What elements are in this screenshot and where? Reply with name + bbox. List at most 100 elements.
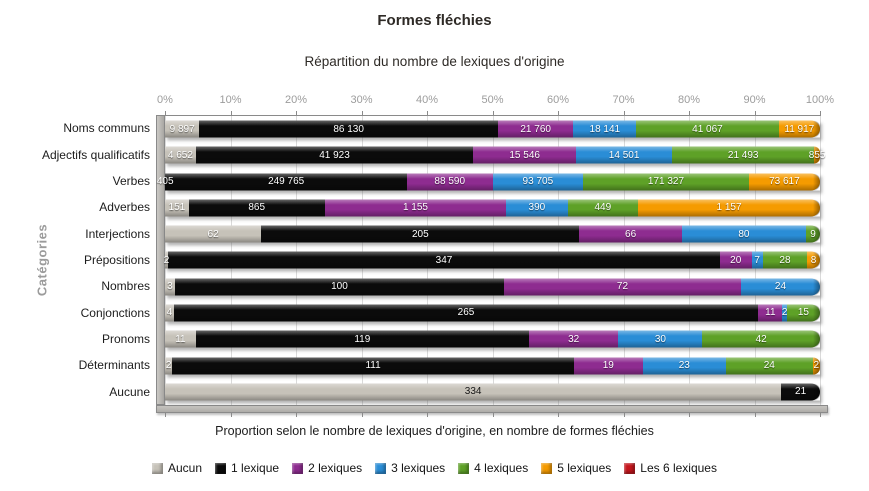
legend-label: Aucun — [168, 461, 203, 475]
bar-segment-3-lexiques: 390 — [506, 199, 568, 217]
axis-tick — [623, 413, 625, 417]
chart-caption: Proportion selon le nombre de lexiques d… — [215, 424, 654, 438]
bar-segment-4-lexiques: 28 — [762, 251, 808, 269]
segment-value-label: 28 — [779, 254, 791, 266]
segment-value-label: 41 067 — [692, 123, 723, 135]
legend-item: 5 lexiques — [541, 461, 611, 475]
bar-segment-2-lexiques: 19 — [573, 357, 643, 375]
segment-value-label: 14 501 — [608, 149, 640, 161]
axis-tick — [754, 413, 756, 417]
category-label: Aucune — [109, 384, 150, 399]
bar-row: 4 265 11 2 15 — [165, 300, 821, 326]
x-tick-label: 70% — [612, 94, 635, 106]
segment-value-label: 11 — [765, 307, 776, 319]
bar-segment-aucun: 334 — [165, 383, 782, 401]
bar-segment-4-lexiques: 41 067 — [636, 120, 779, 138]
category-label: Verbes — [112, 173, 150, 188]
segment-value-label: 2 — [163, 254, 170, 266]
axis-tick — [361, 111, 363, 116]
category-label: Interjections — [85, 226, 150, 241]
bar-segment-4-lexiques: 24 — [725, 357, 813, 375]
legend-swatch-icon — [292, 462, 304, 474]
bar-segment-3-lexiques: 80 — [681, 225, 806, 243]
stacked-bar: 9 897 86 130 21 760 18 141 41 067 11 917 — [165, 120, 821, 138]
legend-label: 2 lexiques — [308, 461, 363, 475]
legend-item: 4 lexiques — [458, 461, 528, 475]
category-label: Pronoms — [101, 332, 150, 347]
bar-segment-2-lexiques: 1 155 — [324, 199, 507, 217]
bar-segment-aucun: 11 — [165, 330, 196, 348]
bar-segment-1-lexique: 205 — [261, 225, 580, 243]
category-label: Noms communs — [63, 121, 150, 136]
axis-tick — [820, 111, 821, 116]
bar-segment-2-lexiques: 21 760 — [497, 120, 574, 138]
segment-value-label: 21 760 — [520, 123, 551, 135]
bar-segment-aucun: 9 897 — [165, 120, 200, 138]
axis-tick — [427, 111, 428, 116]
legend-item: 2 lexiques — [292, 461, 362, 475]
bar-segment-1-lexique: 41 923 — [195, 146, 474, 164]
x-tick-label: 20% — [284, 94, 308, 106]
bar-segment-1-lexique: 21 — [781, 383, 820, 401]
bar-segment-2-lexiques: 20 — [719, 251, 752, 269]
x-tick-label: 40% — [415, 94, 439, 106]
stacked-bar: 2 111 19 23 24 2 — [165, 357, 821, 375]
bar-row: 405 249 765 88 590 93 705 171 327 73 617 — [157, 169, 821, 195]
legend: Aucun 1 lexique 2 lexiques 3 lexiques 4 lexi… — [0, 461, 869, 475]
category-label: Déterminants — [78, 358, 150, 373]
segment-value-label: 15 546 — [509, 149, 540, 161]
segment-value-label: 21 493 — [727, 149, 759, 161]
segment-value-label: 93 705 — [522, 176, 554, 188]
axis-tick — [296, 111, 297, 116]
bar-segment-3-lexiques: 93 705 — [492, 173, 584, 191]
segment-value-label: 41 923 — [319, 149, 350, 161]
stacked-bar: 405 249 765 88 590 93 705 171 327 73 617 — [157, 173, 821, 191]
segment-value-label: 171 327 — [647, 176, 685, 188]
x-tick-label: 100% — [805, 94, 835, 106]
bar-segment-4-lexiques: 21 493 — [672, 146, 815, 164]
segment-value-label: 265 — [457, 307, 475, 319]
bar-segment-5-lexiques: 73 617 — [748, 173, 821, 191]
segment-value-label: 1 155 — [402, 202, 428, 214]
segment-value-label: 4 — [166, 307, 173, 319]
legend-swatch-icon — [541, 462, 553, 474]
axis-tick — [754, 111, 756, 116]
bar-segment-4-lexiques: 449 — [567, 199, 639, 217]
segment-value-label: 80 — [738, 228, 750, 240]
bar-segment-1-lexique: 347 — [168, 251, 720, 269]
legend-item: Les 6 lexiques — [624, 461, 717, 475]
segment-value-label: 3 — [167, 281, 173, 293]
bar-segment-2-lexiques: 15 546 — [473, 146, 577, 164]
bar-segment-aucun: 3 — [165, 278, 175, 296]
x-tick-label: 10% — [219, 94, 242, 106]
x-axis-tick-labels: 0% 10% 20% 30% 40% 50% 60% 70% 80% 90% 100% — [157, 94, 834, 108]
segment-value-label: 2 — [813, 360, 820, 372]
bar-segment-4-lexiques: 42 — [702, 330, 820, 348]
axis-tick — [558, 111, 559, 116]
axis-tick — [165, 413, 166, 417]
category-label: Nombres — [101, 279, 150, 294]
gridline — [820, 116, 821, 405]
segment-value-label: 62 — [207, 228, 219, 240]
bar-segment-2-lexiques: 88 590 — [406, 173, 493, 191]
segment-value-label: 21 — [795, 386, 807, 398]
bar-segment-4-lexiques: 9 — [805, 225, 820, 243]
category-label: Adjectifs qualificatifs — [41, 147, 150, 162]
x-tick-label: 50% — [481, 94, 504, 106]
chart-subtitle: Répartition du nombre de lexiques d'orig… — [304, 54, 565, 69]
bar-segment-aucun: 62 — [165, 225, 262, 243]
bar-row: 334 21 — [165, 379, 820, 405]
segment-value-label: 405 — [156, 176, 174, 188]
segment-value-label: 20 — [730, 254, 742, 266]
segment-value-label: 15 — [797, 307, 809, 319]
legend-item: 3 lexiques — [375, 461, 445, 475]
segment-value-label: 11 917 — [784, 123, 815, 135]
bar-segment-aucun: 4 652 — [165, 146, 196, 164]
segment-value-label: 449 — [594, 202, 612, 214]
legend-label: 4 lexiques — [474, 461, 529, 475]
legend-label: 3 lexiques — [391, 461, 446, 475]
stacked-bar: 11 119 32 30 42 — [165, 330, 820, 348]
segment-value-label: 11 — [175, 333, 186, 345]
bar-row: 62 205 66 80 9 — [165, 221, 820, 247]
